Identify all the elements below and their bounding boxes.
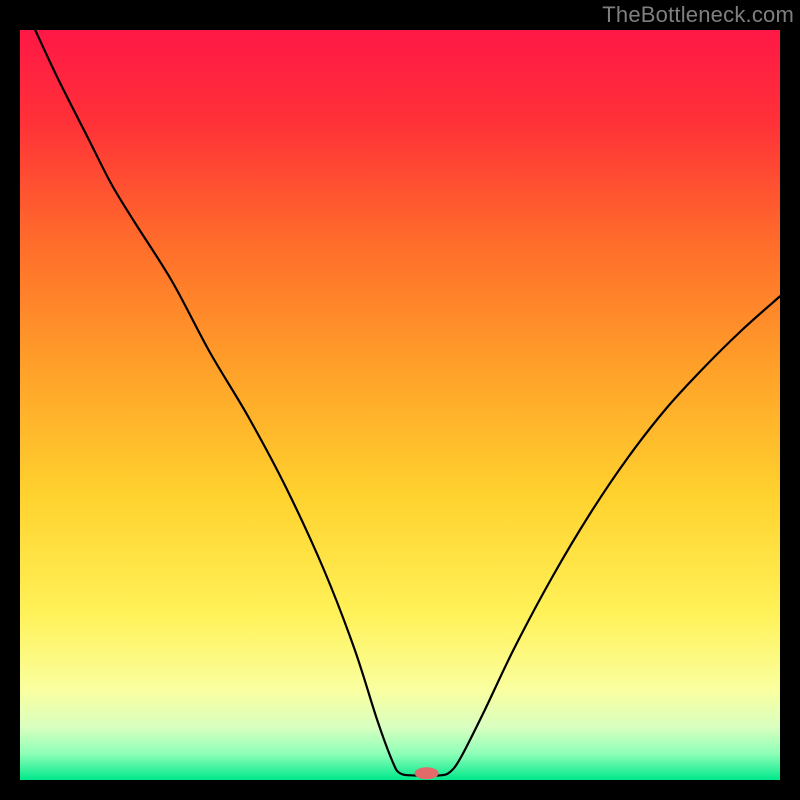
chart-gradient-background [20, 30, 780, 780]
bottleneck-chart [0, 0, 800, 800]
optimal-point-marker [415, 767, 439, 779]
attribution-label: TheBottleneck.com [602, 2, 794, 28]
